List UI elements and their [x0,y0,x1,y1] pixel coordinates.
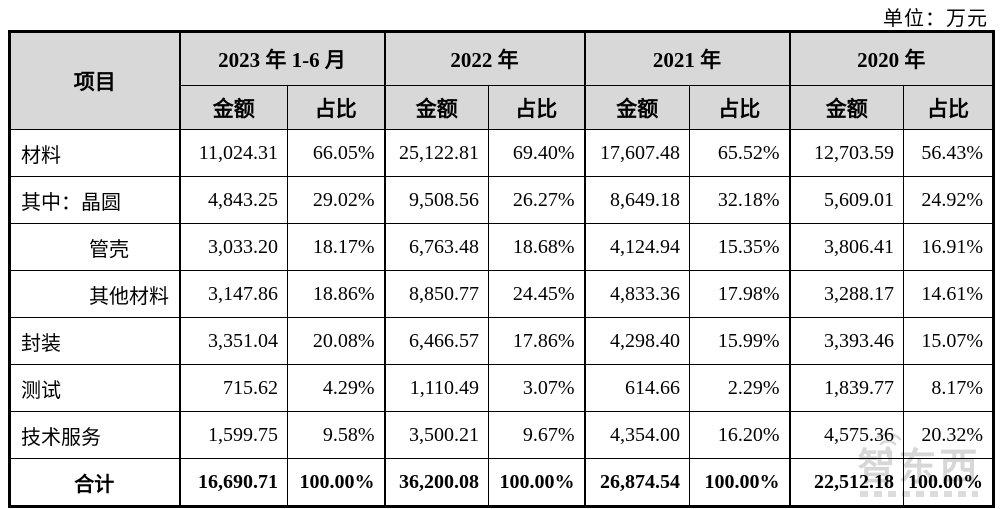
amount-cell: 3,393.46 [788,317,904,365]
header-row-years: 项目 2023 年 1-6 月 2022 年 2021 年 2020 年 [9,31,994,130]
amount-cell: 16,690.71 [178,458,288,507]
amount-cell: 22,512.18 [788,458,904,507]
table-row: 合计 16,690.71 100.00% 36,200.08 100.00% 26,874… [9,458,994,507]
ratio-cell: 100.00% [903,458,994,507]
table-row: 其中：晶圆 4,843.25 29.02% 9,508.56 26.27% 8,649.1… [9,176,994,224]
ratio-cell: 15.99% [689,317,790,365]
amount-cell: 25,122.81 [383,129,489,177]
header-2021: 2021 年 [583,31,790,86]
unit-label: 单位：万元 [883,8,988,30]
amount-cell: 8,850.77 [383,270,489,318]
row-label: 管壳 [9,223,180,271]
ratio-cell: 66.05% [287,129,385,177]
ratio-cell: 15.07% [903,317,994,365]
ratio-cell: 69.40% [488,129,585,177]
table-row: 其他材料 3,147.86 18.86% 8,850.77 24.45% 4,833.36… [9,270,994,318]
ratio-cell: 2.29% [689,364,790,412]
amount-cell: 26,874.54 [583,458,690,507]
amount-cell: 6,763.48 [383,223,489,271]
ratio-cell: 16.91% [903,223,994,271]
table-row: 材料 11,024.31 66.05% 25,122.81 69.40% 17,607.4… [9,129,994,177]
ratio-cell: 14.61% [903,270,994,318]
amount-cell: 3,500.21 [383,411,489,459]
header-ratio-2021: 占比 [689,85,790,130]
amount-cell: 3,288.17 [788,270,904,318]
header-amount-2021: 金额 [583,85,690,130]
ratio-cell: 16.20% [689,411,790,459]
header-2020: 2020 年 [788,31,994,86]
amount-cell: 4,575.36 [788,411,904,459]
header-amount-2020: 金额 [788,85,904,130]
ratio-cell: 3.07% [488,364,585,412]
row-label: 合计 [9,458,180,507]
ratio-cell: 8.17% [903,364,994,412]
amount-cell: 3,033.20 [178,223,288,271]
amount-cell: 8,649.18 [583,176,690,224]
ratio-cell: 9.67% [488,411,585,459]
amount-cell: 4,124.94 [583,223,690,271]
header-item: 项目 [9,31,180,130]
ratio-cell: 20.08% [287,317,385,365]
amount-cell: 6,466.57 [383,317,489,365]
header-2022: 2022 年 [383,31,585,86]
amount-cell: 1,839.77 [788,364,904,412]
cost-structure-table: 项目 2023 年 1-6 月 2022 年 2021 年 2020 年 金额 … [8,30,995,508]
amount-cell: 715.62 [178,364,288,412]
ratio-cell: 24.92% [903,176,994,224]
table-row: 测试 715.62 4.29% 1,110.49 3.07% 614.66 2.29% 1,8… [9,364,994,412]
ratio-cell: 32.18% [689,176,790,224]
amount-cell: 3,351.04 [178,317,288,365]
amount-cell: 5,609.01 [788,176,904,224]
ratio-cell: 24.45% [488,270,585,318]
amount-cell: 4,298.40 [583,317,690,365]
header-ratio-2020: 占比 [903,85,994,130]
header-2023h1: 2023 年 1-6 月 [178,31,385,86]
amount-cell: 36,200.08 [383,458,489,507]
ratio-cell: 100.00% [689,458,790,507]
row-label: 技术服务 [9,411,180,459]
ratio-cell: 17.98% [689,270,790,318]
ratio-cell: 15.35% [689,223,790,271]
header-amount-2023: 金额 [178,85,288,130]
amount-cell: 11,024.31 [178,129,288,177]
ratio-cell: 65.52% [689,129,790,177]
header-row-sub: 金额 占比 金额 占比 金额 占比 金额 占比 [10,85,994,130]
row-label: 测试 [9,364,180,412]
ratio-cell: 4.29% [287,364,385,412]
table-body: 材料 11,024.31 66.05% 25,122.81 69.40% 17,607.4… [9,129,994,507]
amount-cell: 614.66 [583,364,690,412]
ratio-cell: 56.43% [903,129,994,177]
ratio-cell: 17.86% [488,317,585,365]
amount-cell: 3,806.41 [788,223,904,271]
ratio-cell: 100.00% [287,458,385,507]
amount-cell: 1,110.49 [383,364,489,412]
amount-cell: 1,599.75 [178,411,288,459]
header-ratio-2023: 占比 [287,85,385,130]
ratio-cell: 29.02% [287,176,385,224]
amount-cell: 9,508.56 [383,176,489,224]
table-row: 管壳 3,033.20 18.17% 6,763.48 18.68% 4,124.94 15… [9,223,994,271]
ratio-cell: 18.68% [488,223,585,271]
row-label: 材料 [9,129,180,177]
ratio-cell: 26.27% [488,176,585,224]
amount-cell: 4,833.36 [583,270,690,318]
ratio-cell: 9.58% [287,411,385,459]
ratio-cell: 100.00% [488,458,585,507]
ratio-cell: 18.17% [287,223,385,271]
amount-cell: 4,843.25 [178,176,288,224]
table-row: 封装 3,351.04 20.08% 6,466.57 17.86% 4,298.40 15… [9,317,994,365]
amount-cell: 17,607.48 [583,129,690,177]
amount-cell: 12,703.59 [788,129,904,177]
header-amount-2022: 金额 [383,85,489,130]
amount-cell: 3,147.86 [178,270,288,318]
ratio-cell: 20.32% [903,411,994,459]
row-label: 其他材料 [9,270,180,318]
ratio-cell: 18.86% [287,270,385,318]
table-row: 技术服务 1,599.75 9.58% 3,500.21 9.67% 4,354.00 16… [9,411,994,459]
header-ratio-2022: 占比 [488,85,585,130]
row-label: 封装 [9,317,180,365]
amount-cell: 4,354.00 [583,411,690,459]
row-label: 其中：晶圆 [9,176,180,224]
